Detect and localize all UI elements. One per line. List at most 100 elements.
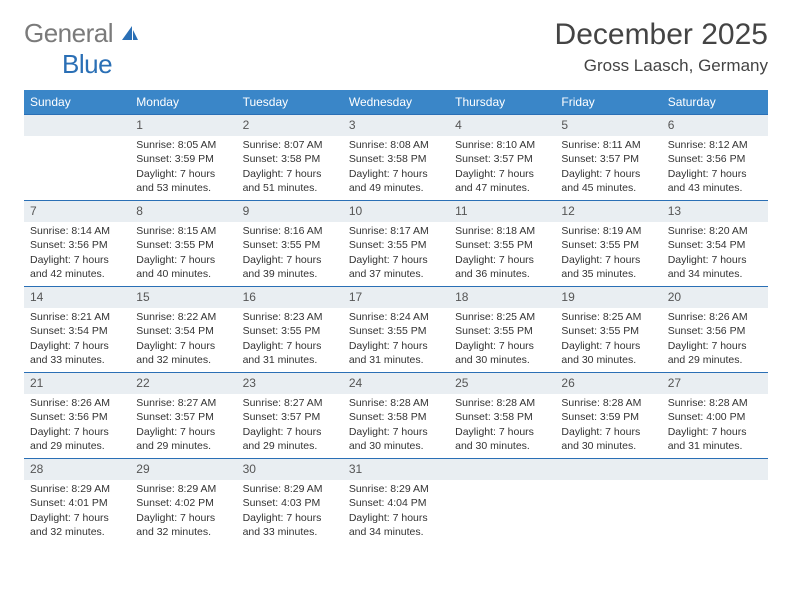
day-details: Sunrise: 8:12 AMSunset: 3:56 PMDaylight:…	[662, 136, 768, 199]
daylight-line: Daylight: 7 hours and 29 minutes.	[243, 425, 337, 453]
day-details: Sunrise: 8:29 AMSunset: 4:03 PMDaylight:…	[237, 480, 343, 543]
day-number: 4	[449, 114, 555, 136]
calendar-cell: 11Sunrise: 8:18 AMSunset: 3:55 PMDayligh…	[449, 200, 555, 286]
daylight-line: Daylight: 7 hours and 30 minutes.	[561, 339, 655, 367]
daylight-line: Daylight: 7 hours and 30 minutes.	[455, 425, 549, 453]
daylight-line: Daylight: 7 hours and 37 minutes.	[349, 253, 443, 281]
sunset-line: Sunset: 3:57 PM	[455, 152, 549, 166]
calendar-cell: 12Sunrise: 8:19 AMSunset: 3:55 PMDayligh…	[555, 200, 661, 286]
day-number: 16	[237, 286, 343, 308]
sunrise-line: Sunrise: 8:22 AM	[136, 310, 230, 324]
sunset-line: Sunset: 3:55 PM	[455, 324, 549, 338]
day-number: 9	[237, 200, 343, 222]
sunset-line: Sunset: 3:56 PM	[668, 152, 762, 166]
calendar-cell: 20Sunrise: 8:26 AMSunset: 3:56 PMDayligh…	[662, 286, 768, 372]
calendar-cell: .	[449, 458, 555, 544]
day-details: Sunrise: 8:07 AMSunset: 3:58 PMDaylight:…	[237, 136, 343, 199]
calendar-cell: 25Sunrise: 8:28 AMSunset: 3:58 PMDayligh…	[449, 372, 555, 458]
daylight-line: Daylight: 7 hours and 33 minutes.	[243, 511, 337, 539]
sunrise-line: Sunrise: 8:29 AM	[243, 482, 337, 496]
sunrise-line: Sunrise: 8:11 AM	[561, 138, 655, 152]
day-details: Sunrise: 8:08 AMSunset: 3:58 PMDaylight:…	[343, 136, 449, 199]
day-details: Sunrise: 8:10 AMSunset: 3:57 PMDaylight:…	[449, 136, 555, 199]
day-details: Sunrise: 8:28 AMSunset: 3:58 PMDaylight:…	[449, 394, 555, 457]
sunrise-line: Sunrise: 8:18 AM	[455, 224, 549, 238]
calendar-cell: 29Sunrise: 8:29 AMSunset: 4:02 PMDayligh…	[130, 458, 236, 544]
sunrise-line: Sunrise: 8:25 AM	[561, 310, 655, 324]
day-details: Sunrise: 8:28 AMSunset: 4:00 PMDaylight:…	[662, 394, 768, 457]
day-number: 29	[130, 458, 236, 480]
day-details: Sunrise: 8:15 AMSunset: 3:55 PMDaylight:…	[130, 222, 236, 285]
day-details: Sunrise: 8:23 AMSunset: 3:55 PMDaylight:…	[237, 308, 343, 371]
sunset-line: Sunset: 3:59 PM	[136, 152, 230, 166]
calendar-cell: 4Sunrise: 8:10 AMSunset: 3:57 PMDaylight…	[449, 114, 555, 200]
daylight-line: Daylight: 7 hours and 53 minutes.	[136, 167, 230, 195]
day-number: 8	[130, 200, 236, 222]
day-number: 17	[343, 286, 449, 308]
logo-sail-icon	[120, 18, 140, 48]
day-details: Sunrise: 8:18 AMSunset: 3:55 PMDaylight:…	[449, 222, 555, 285]
day-details: Sunrise: 8:27 AMSunset: 3:57 PMDaylight:…	[130, 394, 236, 457]
day-number: 28	[24, 458, 130, 480]
calendar-cell: 17Sunrise: 8:24 AMSunset: 3:55 PMDayligh…	[343, 286, 449, 372]
sunrise-line: Sunrise: 8:05 AM	[136, 138, 230, 152]
day-number: 22	[130, 372, 236, 394]
month-title: December 2025	[555, 18, 768, 52]
sunrise-line: Sunrise: 8:07 AM	[243, 138, 337, 152]
sunrise-line: Sunrise: 8:28 AM	[455, 396, 549, 410]
sunset-line: Sunset: 3:58 PM	[349, 410, 443, 424]
calendar-cell: 31Sunrise: 8:29 AMSunset: 4:04 PMDayligh…	[343, 458, 449, 544]
sunrise-line: Sunrise: 8:10 AM	[455, 138, 549, 152]
day-number: 6	[662, 114, 768, 136]
sunset-line: Sunset: 3:58 PM	[455, 410, 549, 424]
day-number-empty: .	[24, 114, 130, 136]
daylight-line: Daylight: 7 hours and 32 minutes.	[136, 339, 230, 367]
daylight-line: Daylight: 7 hours and 45 minutes.	[561, 167, 655, 195]
day-details: Sunrise: 8:22 AMSunset: 3:54 PMDaylight:…	[130, 308, 236, 371]
sunset-line: Sunset: 3:57 PM	[136, 410, 230, 424]
logo: General Blue	[24, 18, 140, 80]
sunset-line: Sunset: 3:56 PM	[30, 410, 124, 424]
sunrise-line: Sunrise: 8:23 AM	[243, 310, 337, 324]
sunrise-line: Sunrise: 8:25 AM	[455, 310, 549, 324]
day-details: Sunrise: 8:20 AMSunset: 3:54 PMDaylight:…	[662, 222, 768, 285]
day-details: Sunrise: 8:29 AMSunset: 4:01 PMDaylight:…	[24, 480, 130, 543]
daylight-line: Daylight: 7 hours and 43 minutes.	[668, 167, 762, 195]
sunset-line: Sunset: 3:55 PM	[243, 238, 337, 252]
daylight-line: Daylight: 7 hours and 29 minutes.	[668, 339, 762, 367]
day-details: Sunrise: 8:29 AMSunset: 4:04 PMDaylight:…	[343, 480, 449, 543]
day-details: Sunrise: 8:26 AMSunset: 3:56 PMDaylight:…	[662, 308, 768, 371]
dow-header: Wednesday	[343, 90, 449, 114]
daylight-line: Daylight: 7 hours and 33 minutes.	[30, 339, 124, 367]
sunrise-line: Sunrise: 8:27 AM	[136, 396, 230, 410]
calendar-cell: 13Sunrise: 8:20 AMSunset: 3:54 PMDayligh…	[662, 200, 768, 286]
sunrise-line: Sunrise: 8:08 AM	[349, 138, 443, 152]
dow-header: Saturday	[662, 90, 768, 114]
day-number: 13	[662, 200, 768, 222]
sunrise-line: Sunrise: 8:16 AM	[243, 224, 337, 238]
daylight-line: Daylight: 7 hours and 36 minutes.	[455, 253, 549, 281]
sunset-line: Sunset: 4:04 PM	[349, 496, 443, 510]
daylight-line: Daylight: 7 hours and 35 minutes.	[561, 253, 655, 281]
calendar-cell: 1Sunrise: 8:05 AMSunset: 3:59 PMDaylight…	[130, 114, 236, 200]
calendar-head: SundayMondayTuesdayWednesdayThursdayFrid…	[24, 90, 768, 114]
day-number: 20	[662, 286, 768, 308]
calendar-cell: .	[555, 458, 661, 544]
daylight-line: Daylight: 7 hours and 31 minutes.	[349, 339, 443, 367]
day-details: Sunrise: 8:29 AMSunset: 4:02 PMDaylight:…	[130, 480, 236, 543]
sunset-line: Sunset: 4:02 PM	[136, 496, 230, 510]
logo-word-blue: Blue	[62, 49, 112, 79]
day-number: 15	[130, 286, 236, 308]
daylight-line: Daylight: 7 hours and 49 minutes.	[349, 167, 443, 195]
sunset-line: Sunset: 3:57 PM	[243, 410, 337, 424]
day-details: Sunrise: 8:28 AMSunset: 3:59 PMDaylight:…	[555, 394, 661, 457]
sunrise-line: Sunrise: 8:20 AM	[668, 224, 762, 238]
day-details: Sunrise: 8:28 AMSunset: 3:58 PMDaylight:…	[343, 394, 449, 457]
dow-header: Friday	[555, 90, 661, 114]
day-details: Sunrise: 8:14 AMSunset: 3:56 PMDaylight:…	[24, 222, 130, 285]
day-details: Sunrise: 8:24 AMSunset: 3:55 PMDaylight:…	[343, 308, 449, 371]
day-number-empty: .	[555, 458, 661, 480]
day-details: Sunrise: 8:17 AMSunset: 3:55 PMDaylight:…	[343, 222, 449, 285]
day-number-empty: .	[449, 458, 555, 480]
sunrise-line: Sunrise: 8:15 AM	[136, 224, 230, 238]
